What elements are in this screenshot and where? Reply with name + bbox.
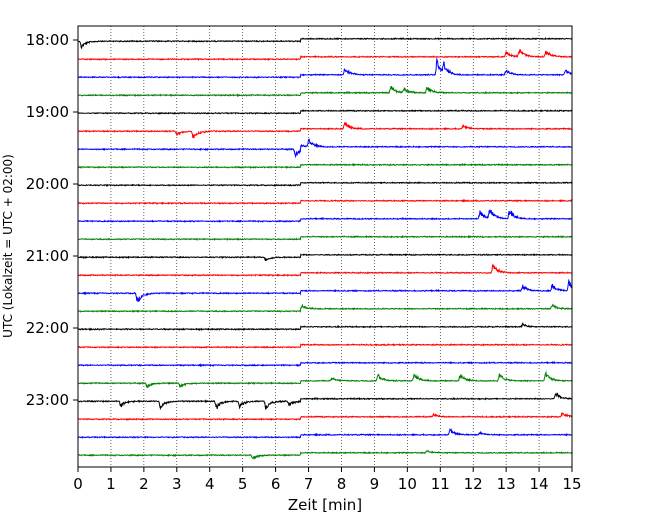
y-tick-label: 19:00 — [26, 103, 69, 121]
y-tick-label: 21:00 — [26, 247, 69, 265]
x-tick-label: 14 — [530, 475, 549, 493]
trace-row — [77, 343, 573, 349]
seismic-traces — [77, 36, 573, 460]
y-axis-ticks: 18:00 19:00 20:00 21:00 22:00 23:00 — [26, 31, 78, 409]
x-tick-label: 13 — [497, 475, 516, 493]
x-tick-label: 5 — [238, 475, 248, 493]
x-tick-label: 1 — [106, 475, 116, 493]
trace-row — [77, 427, 573, 439]
trace-row — [77, 198, 573, 205]
trace-row — [77, 36, 573, 50]
trace-row — [77, 234, 573, 242]
x-tick-label: 2 — [139, 475, 149, 493]
x-tick-label: 4 — [205, 475, 215, 493]
x-tick-label: 10 — [398, 475, 417, 493]
trace-row — [77, 360, 573, 368]
trace-row — [77, 48, 573, 62]
x-tick-label: 8 — [337, 475, 347, 493]
trace-row — [77, 278, 573, 303]
y-tick-label: 18:00 — [26, 31, 69, 49]
y-tick-label: 20:00 — [26, 175, 69, 193]
x-axis-label: Zeit [min] — [288, 496, 362, 514]
trace-row — [78, 181, 573, 187]
y-axis-label: UTC (Lokalzeit = UTC + 02:00) — [1, 154, 15, 338]
trace-row — [77, 322, 572, 332]
trace-row — [78, 121, 573, 139]
trace-row — [78, 263, 573, 277]
x-tick-label: 7 — [304, 475, 314, 493]
trace-row — [77, 253, 573, 262]
trace-row — [77, 449, 573, 460]
x-tick-label: 11 — [431, 475, 450, 493]
trace-row — [77, 86, 573, 98]
y-tick-label: 22:00 — [26, 319, 69, 337]
x-tick-label: 6 — [271, 475, 281, 493]
trace-row — [77, 411, 573, 421]
trace-row — [77, 208, 573, 223]
x-tick-label: 15 — [562, 475, 581, 493]
trace-row — [77, 370, 573, 389]
trace-row — [77, 392, 573, 411]
x-axis-ticks: 0 1 2 3 4 5 6 7 8 9 10 11 12 13 14 15 — [73, 467, 582, 493]
trace-row — [77, 303, 573, 313]
y-tick-label: 23:00 — [26, 391, 69, 409]
trace-row — [77, 58, 573, 79]
trace-row — [77, 109, 573, 115]
x-tick-label: 9 — [370, 475, 380, 493]
x-tick-label: 3 — [172, 475, 182, 493]
x-tick-label: 0 — [73, 475, 83, 493]
x-tick-label: 12 — [464, 475, 483, 493]
plot-frame — [77, 25, 573, 468]
trace-row — [77, 162, 573, 170]
trace-row — [77, 138, 573, 159]
